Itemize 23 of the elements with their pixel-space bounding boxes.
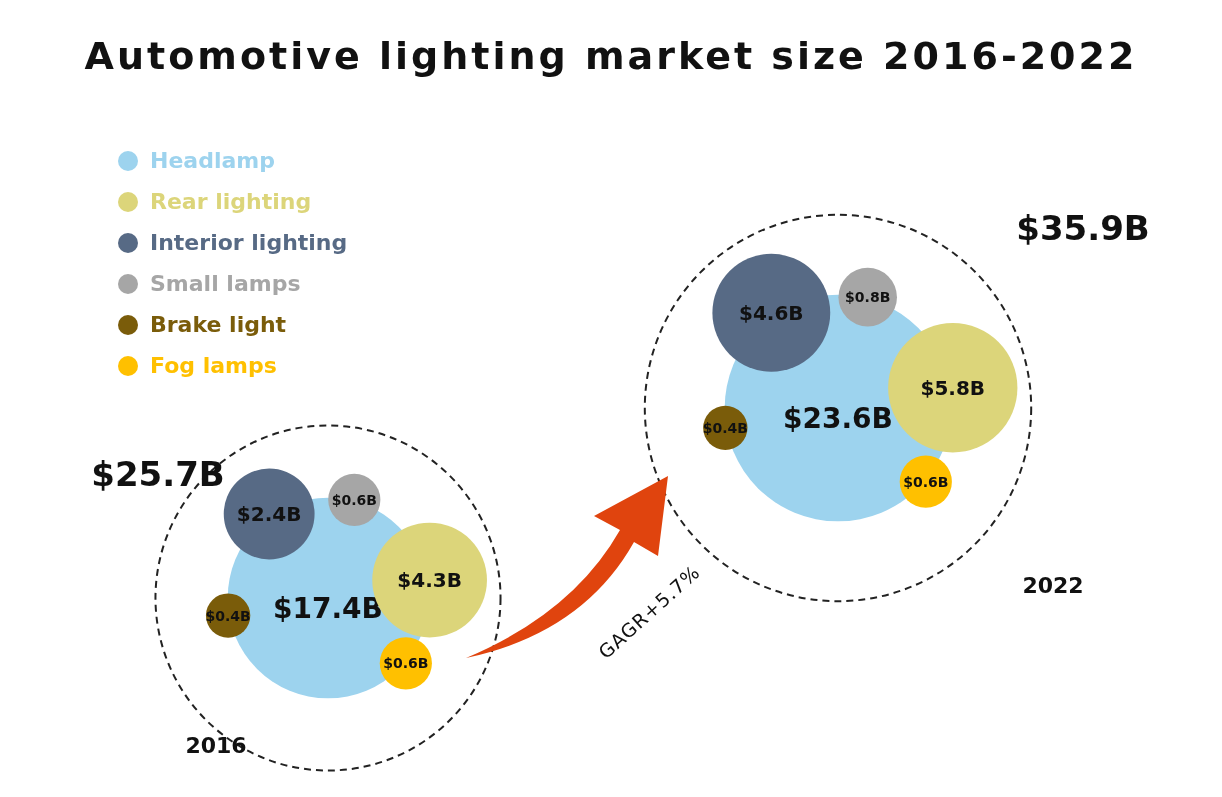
- data-label: $4.3B: [397, 568, 462, 593]
- legend-label: Interior lighting: [150, 230, 348, 255]
- legend-label: Brake light: [150, 312, 287, 337]
- data-label: $2.4B: [236, 501, 302, 526]
- legend-label: Rear lighting: [150, 189, 312, 214]
- data-label: $5.8B: [920, 375, 986, 400]
- data-label: $0.6B: [903, 473, 949, 490]
- data-label: $0.4B: [702, 419, 748, 436]
- data-label: $4.6B: [739, 300, 804, 325]
- category-label: 2022: [1022, 573, 1084, 598]
- data-label: $0.6B: [383, 655, 429, 672]
- text: Automotive lighting market size 2016-2022: [83, 34, 1139, 78]
- data-label: $0.8B: [845, 289, 891, 306]
- legend-label: Fog lamps: [150, 353, 277, 378]
- legend-label: Headlamp: [150, 148, 275, 173]
- text: $25.7B: [91, 454, 225, 494]
- data-label: $23.6B: [783, 401, 893, 435]
- data-label: $0.6B: [331, 491, 377, 508]
- data-label: $17.4B: [273, 591, 383, 625]
- data-label: $0.4B: [205, 607, 251, 624]
- legend-label: Small lamps: [150, 271, 301, 296]
- text: $35.9B: [1016, 208, 1150, 248]
- category-label: 2016: [185, 733, 247, 758]
